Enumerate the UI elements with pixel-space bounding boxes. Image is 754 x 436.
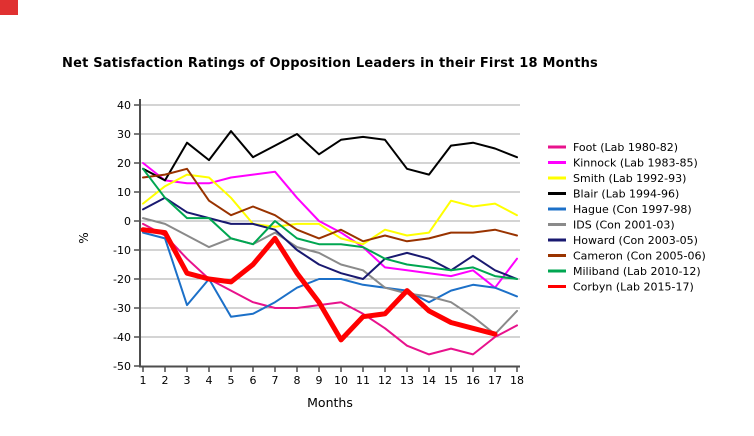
y-axis-label: % (77, 232, 91, 243)
x-tick-label-7: 7 (272, 374, 279, 387)
series-line-6 (142, 217, 518, 336)
series-line-4 (142, 130, 518, 182)
y-tick-label--40: -40 (113, 331, 131, 344)
x-tick-label-11: 11 (356, 374, 370, 387)
x-tick-label-10: 10 (334, 374, 348, 387)
series-line-8 (142, 167, 518, 243)
x-axis-label: Months (307, 395, 353, 410)
series-line-10 (140, 227, 498, 343)
chart-title: Net Satisfaction Ratings of Opposition L… (61, 56, 598, 71)
x-tick-label-14: 14 (422, 374, 436, 387)
x-tick-label-5: 5 (228, 374, 235, 387)
series-line-3 (142, 173, 518, 246)
x-tick-label-15: 15 (444, 374, 458, 387)
x-tick-label-4: 4 (206, 374, 213, 387)
legend-label-4: Blair (Lab 1994-96) (573, 188, 679, 201)
x-tick-label-1: 1 (140, 374, 147, 387)
y-tick-label-40: 40 (117, 99, 131, 112)
y-tick-label-0: 0 (124, 215, 131, 228)
x-tick-label-16: 16 (466, 374, 480, 387)
legend-label-9: Miliband (Lab 2010-12) (573, 265, 701, 278)
x-tick-label-8: 8 (294, 374, 301, 387)
x-tick-label-3: 3 (184, 374, 191, 387)
x-tick-label-12: 12 (378, 374, 392, 387)
legend-label-2: Kinnock (Lab 1983-85) (573, 157, 698, 170)
x-tick-label-17: 17 (488, 374, 502, 387)
legend-label-1: Foot (Lab 1980-82) (573, 141, 678, 154)
y-tick-label--30: -30 (113, 302, 131, 315)
legend-label-6: IDS (Con 2001-03) (573, 219, 675, 232)
legend-label-10: Corbyn (Lab 2015-17) (573, 281, 694, 294)
x-tick-label-6: 6 (250, 374, 257, 387)
series-line-2 (142, 162, 518, 289)
legend-label-3: Smith (Lab 1992-93) (573, 172, 686, 185)
x-tick-label-2: 2 (162, 374, 169, 387)
screen-corner-red-mark (0, 0, 18, 15)
x-tick-label-13: 13 (400, 374, 414, 387)
series-line-9 (142, 167, 518, 280)
x-tick-label-9: 9 (316, 374, 323, 387)
series-line-5 (142, 231, 518, 318)
x-tick-label-18: 18 (510, 374, 524, 387)
y-tick-label--10: -10 (113, 244, 131, 257)
series-line-7 (142, 196, 518, 280)
y-tick-label--20: -20 (113, 273, 131, 286)
y-tick-label-30: 30 (117, 128, 131, 141)
legend-label-5: Hague (Con 1997-98) (573, 203, 692, 216)
y-tick-label-10: 10 (117, 186, 131, 199)
legend-label-8: Cameron (Con 2005-06) (573, 250, 706, 263)
y-tick-label--50: -50 (113, 360, 131, 373)
legend-label-7: Howard (Con 2003-05) (573, 234, 698, 247)
y-tick-label-20: 20 (117, 157, 131, 170)
